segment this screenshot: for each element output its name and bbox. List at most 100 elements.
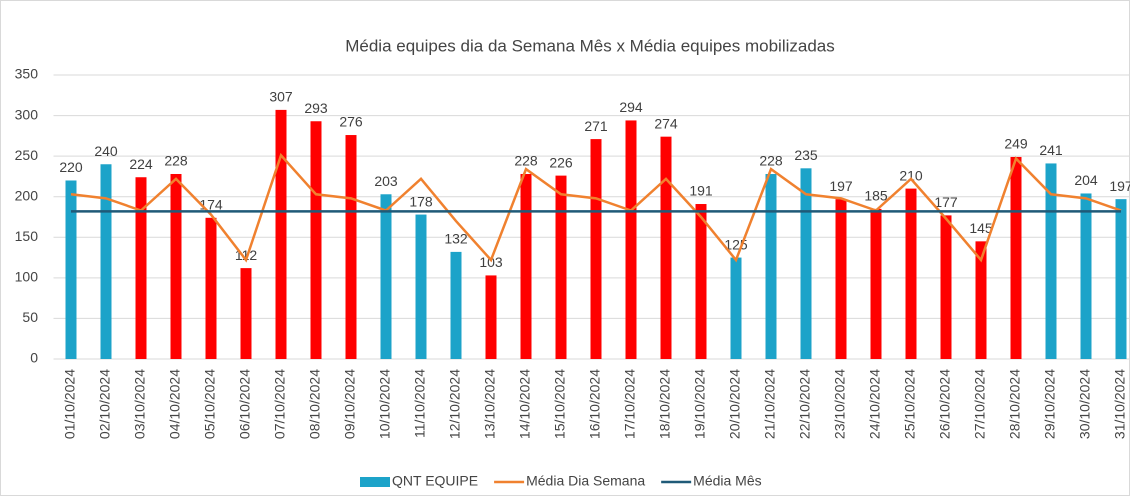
bar	[170, 173, 182, 359]
data-label: 271	[584, 118, 608, 134]
chart-title: Média equipes dia da Semana Mês x Média …	[345, 36, 835, 55]
legend-swatch	[360, 477, 390, 487]
y-tick-label: 200	[15, 187, 39, 203]
x-tick-label: 19/10/2024	[692, 369, 708, 439]
data-label: 228	[514, 153, 538, 169]
bar	[695, 204, 707, 359]
data-label: 241	[1039, 142, 1063, 158]
x-tick-label: 26/10/2024	[937, 369, 953, 439]
bar	[1115, 199, 1127, 359]
data-label: 178	[409, 193, 433, 209]
y-tick-label: 300	[15, 106, 39, 122]
data-label: 177	[934, 194, 958, 210]
bar	[310, 121, 322, 359]
data-label: 276	[339, 114, 363, 130]
x-tick-label: 04/10/2024	[167, 369, 183, 439]
y-tick-label: 350	[15, 66, 39, 82]
x-tick-label: 28/10/2024	[1007, 369, 1023, 439]
line	[70, 152, 1122, 263]
y-tick-label: 50	[22, 309, 38, 325]
x-tick-label: 12/10/2024	[447, 369, 463, 439]
data-label: 220	[59, 159, 83, 175]
data-label: 226	[549, 154, 573, 170]
bar	[1010, 156, 1022, 359]
data-label: 228	[164, 153, 188, 169]
bar	[940, 215, 952, 359]
x-tick-label: 24/10/2024	[867, 369, 883, 439]
x-tick-label: 02/10/2024	[97, 369, 113, 439]
x-tick-label: 16/10/2024	[587, 369, 603, 439]
bar	[205, 217, 217, 359]
data-label: 132	[444, 231, 468, 247]
bar	[415, 214, 427, 359]
x-tick-label: 06/10/2024	[237, 369, 253, 439]
x-tick-label: 01/10/2024	[62, 369, 78, 439]
bar	[590, 139, 602, 359]
data-label: 204	[1074, 172, 1098, 188]
x-tick-label: 13/10/2024	[482, 369, 498, 439]
x-tick-label: 07/10/2024	[272, 369, 288, 439]
bar	[1080, 193, 1092, 359]
data-label: 197	[829, 178, 853, 194]
x-tick-label: 09/10/2024	[342, 369, 358, 439]
x-tick-label: 29/10/2024	[1042, 369, 1058, 439]
x-tick-label: 25/10/2024	[902, 369, 918, 439]
x-tick-label: 23/10/2024	[832, 369, 848, 439]
data-label: 191	[689, 183, 713, 199]
data-label: 203	[374, 173, 398, 189]
bar	[135, 177, 147, 359]
x-tick-label: 31/10/2024	[1112, 369, 1128, 439]
bar	[485, 275, 497, 359]
data-label: 235	[794, 147, 818, 163]
y-tick-label: 250	[15, 147, 39, 163]
data-label: 185	[864, 188, 888, 204]
bar	[660, 136, 672, 359]
data-label: 293	[304, 100, 328, 116]
data-label: 197	[1109, 178, 1130, 194]
data-label: 145	[969, 220, 993, 236]
x-tick-label: 03/10/2024	[132, 369, 148, 439]
x-tick-label: 05/10/2024	[202, 369, 218, 439]
bar	[870, 208, 882, 359]
bar	[65, 180, 77, 359]
y-tick-label: 150	[15, 228, 39, 244]
data-label: 125	[724, 236, 748, 252]
data-label: 307	[269, 89, 293, 105]
data-label: 274	[654, 115, 678, 131]
bar	[450, 251, 462, 359]
bar	[625, 120, 637, 359]
data-label: 240	[94, 143, 118, 159]
y-tick-label: 100	[15, 269, 39, 285]
x-tick-label: 22/10/2024	[797, 369, 813, 439]
bar	[730, 257, 742, 359]
bar	[345, 135, 357, 359]
x-tick-label: 18/10/2024	[657, 369, 673, 439]
x-tick-label: 14/10/2024	[517, 369, 533, 439]
y-tick-label: 0	[30, 350, 38, 366]
bar	[1045, 163, 1057, 359]
legend-label: Média Mês	[693, 473, 761, 489]
x-tick-label: 20/10/2024	[727, 369, 743, 439]
legend-label: Média Dia Semana	[526, 473, 645, 489]
x-tick-label: 11/10/2024	[412, 369, 428, 438]
bar	[975, 241, 987, 359]
data-label: 228	[759, 153, 783, 169]
x-tick-label: 10/10/2024	[377, 369, 393, 439]
data-label: 294	[619, 99, 643, 115]
bar	[835, 199, 847, 359]
bar	[905, 188, 917, 359]
bar	[800, 168, 812, 359]
data-label: 210	[899, 167, 923, 183]
bar	[275, 109, 287, 360]
data-label: 224	[129, 156, 153, 172]
x-tick-label: 21/10/2024	[762, 369, 778, 439]
bar	[240, 268, 252, 359]
x-tick-label: 17/10/2024	[622, 369, 638, 439]
bar	[765, 173, 777, 359]
bar	[520, 173, 532, 359]
x-tick-label: 15/10/2024	[552, 369, 568, 439]
bar	[555, 175, 567, 359]
x-tick-label: 30/10/2024	[1077, 369, 1093, 439]
x-tick-label: 08/10/2024	[307, 369, 323, 439]
